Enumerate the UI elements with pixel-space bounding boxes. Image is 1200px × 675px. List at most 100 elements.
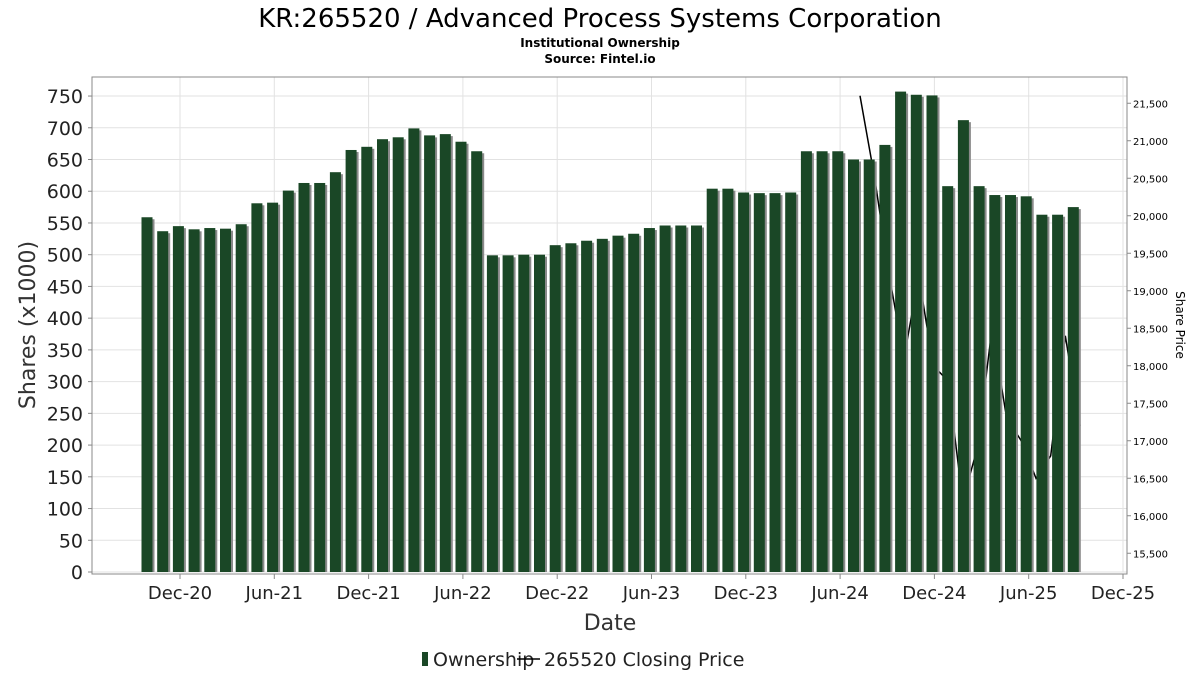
x-tick-label: Dec-21 [336,583,400,604]
x-tick-label: Jun-24 [810,583,869,604]
ownership-bar [549,245,561,572]
ownership-bar [1005,195,1016,573]
ownership-bar [957,120,969,573]
x-axis-ticks: Dec-20 Jun-21 Dec-21 Jun-22 Dec-22 Jun-23 Dec-… [92,573,1155,604]
y-tick-label: 50 [59,530,83,552]
x-axis-label: Date [584,611,637,636]
x-tick-label: Jun-25 [999,583,1058,604]
ownership-bar [769,193,781,572]
x-tick-label: Dec-25 [1091,583,1155,604]
bar-series [141,91,1081,573]
ownership-bar [989,195,1001,573]
y2-tick-label: 17,500 [1133,399,1168,410]
x-tick-label: Dec-20 [148,583,212,604]
ownership-bar [471,151,483,572]
chart-source: Source: Fintel.io [544,52,655,66]
ownership-bar [282,190,294,572]
ownership-bar [392,137,404,573]
y-tick-label: 0 [71,562,83,584]
y-tick-label: 600 [47,181,83,203]
ownership-bar [439,134,451,572]
ownership-bar [659,225,671,572]
chart-subtitle: Institutional Ownership [520,36,680,50]
y-tick-label: 350 [47,340,83,362]
ownership-bar [1020,196,1032,573]
y2-tick-label: 15,500 [1133,549,1168,560]
ownership-bar [879,144,891,572]
ownership-bar [643,228,655,573]
ownership-bar [753,193,765,572]
y2-tick-label: 16,500 [1133,474,1168,485]
y2-tick-label: 19,000 [1133,287,1168,298]
y2-tick-label: 21,000 [1133,137,1168,148]
ownership-bar [188,229,200,573]
y-axis-ticks: 0 50 100 150 200 250 300 350 400 450 500 550 600 650 7… [47,86,92,584]
y2-tick-label: 18,000 [1133,362,1168,373]
y-tick-label: 700 [47,118,83,140]
ownership-bar [832,151,844,572]
y2-tick-label: 17,000 [1133,437,1168,448]
ownership-bar [157,231,169,572]
ownership-bar [596,238,608,573]
ownership-bar [235,224,247,572]
ownership-bar [722,188,734,572]
x-tick-label: Jun-22 [433,583,492,604]
ownership-bar [220,228,231,572]
ownership-bar [895,91,907,572]
y2-tick-label: 18,500 [1133,324,1168,335]
ownership-bar [518,254,530,572]
legend-ownership-swatch [422,652,428,666]
ownership-bar [848,159,859,572]
y-tick-label: 400 [47,308,83,330]
legend: Ownership 265520 Closing Price [422,649,744,671]
y2-tick-label: 19,500 [1133,249,1168,260]
y2-axis-label: Share Price [1173,291,1187,359]
y-axis-label: Shares (x1000) [16,241,41,409]
legend-ownership-label: Ownership [433,649,534,671]
ownership-bar [816,151,828,572]
y2-tick-label: 16,000 [1133,512,1168,523]
ownership-bar [1036,214,1048,572]
ownership-bar [314,182,326,572]
ownership-bar [612,235,624,572]
ownership-bar [251,203,263,573]
y2-tick-label: 20,000 [1133,212,1168,223]
ownership-bar [863,159,875,572]
y-tick-label: 300 [47,372,83,394]
ownership-bar [738,192,750,572]
ownership-bar [800,151,812,572]
y-tick-label: 550 [47,213,83,235]
ownership-bar [973,186,985,572]
ownership-bar [926,95,938,573]
y-tick-label: 250 [47,403,83,425]
legend-price-label: 265520 Closing Price [544,649,744,671]
ownership-bar [204,228,216,573]
ownership-bar [1067,207,1079,572]
ownership-bar [942,186,954,572]
ownership-bar [785,192,797,572]
ownership-bar [706,188,718,572]
ownership-bar [329,172,341,572]
ownership-bar [424,135,436,572]
ownership-bar [1052,214,1064,572]
ownership-bar [534,254,545,572]
x-tick-label: Jun-23 [622,583,681,604]
y-tick-label: 750 [47,86,83,108]
x-tick-label: Dec-24 [902,583,966,604]
ownership-bar [455,141,467,572]
y-tick-label: 150 [47,467,83,489]
ownership-bar [502,255,514,573]
ownership-bar [675,225,687,572]
ownership-bar [408,128,420,572]
y-tick-label: 650 [47,150,83,172]
x-tick-label: Jun-21 [245,583,304,604]
ownership-bar [141,217,153,572]
y2-tick-label: 20,500 [1133,174,1168,185]
y-tick-label: 500 [47,245,83,267]
y2-axis-ticks: 15,500 16,000 16,500 17,000 17,500 18,000 18,5… [1127,99,1168,560]
y-tick-label: 450 [47,276,83,298]
x-tick-label: Dec-22 [525,583,589,604]
ownership-bar [565,243,577,572]
x-tick-label: Dec-23 [714,583,778,604]
y-tick-label: 100 [47,499,83,521]
